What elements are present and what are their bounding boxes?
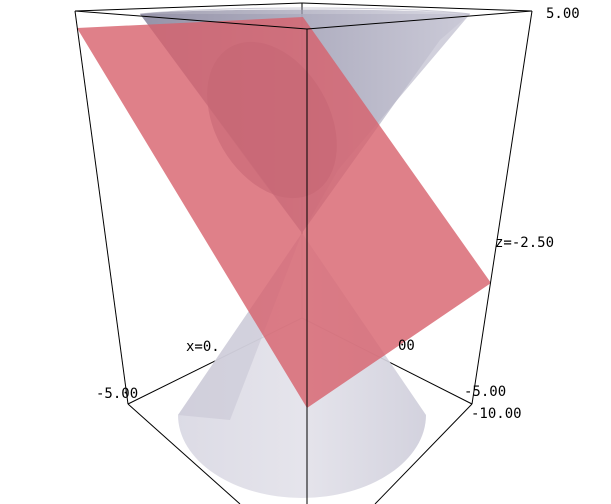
axis-label-bottom-right-y: -5.00	[464, 384, 506, 400]
cutting-plane	[77, 17, 491, 408]
axis-label-x-mid: x=0.	[186, 339, 220, 355]
bounding-box-front	[74, 2, 533, 504]
axis-label-x-mid-tail: 00	[398, 338, 415, 354]
axis-label-bottom-right-z: -10.00	[471, 406, 522, 422]
axis-label-bottom-left: -5.00	[96, 386, 138, 402]
axis-label-z-mid: z=-2.50	[495, 235, 554, 251]
axis-label-top-right: 5.00	[546, 6, 580, 22]
